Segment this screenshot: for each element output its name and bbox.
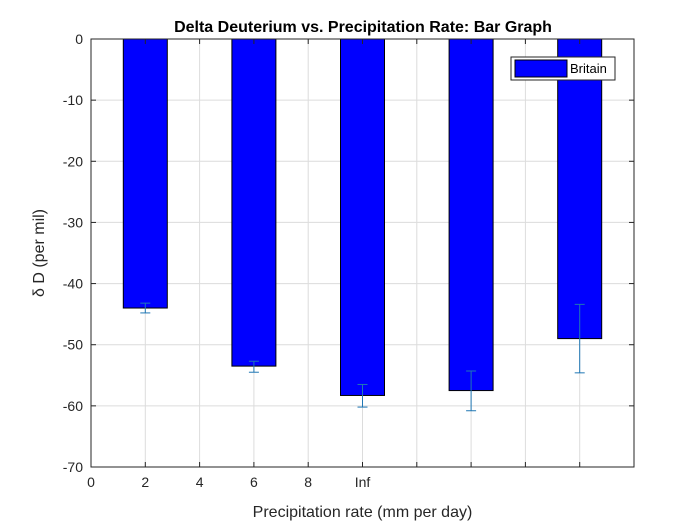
y-tick-label: -60: [63, 398, 83, 414]
y-tick-label: 0: [75, 31, 83, 47]
legend: Britain: [510, 56, 616, 81]
bar: [122, 38, 168, 309]
error-bar: [140, 302, 151, 314]
legend-label-britain: Britain: [570, 61, 607, 76]
x-tick-label: 6: [250, 474, 258, 490]
legend-swatch-britain: [514, 59, 568, 78]
error-bar: [357, 383, 368, 408]
bar: [340, 38, 385, 396]
bars: [122, 38, 603, 396]
y-tick-label: -70: [63, 459, 83, 475]
y-axis-label: δ D (per mil): [31, 209, 48, 297]
error-bar: [574, 303, 585, 374]
bar: [231, 38, 277, 367]
error-bar: [248, 360, 259, 373]
y-tick-label: -30: [63, 214, 83, 230]
x-tick-label: 0: [87, 474, 95, 490]
y-tick-label: -40: [63, 276, 83, 292]
x-tick-label: Inf: [355, 474, 371, 490]
y-tick-label: -10: [63, 92, 83, 108]
x-tick-label: 8: [304, 474, 312, 490]
chart-title: Delta Deuterium vs. Precipitation Rate: …: [174, 19, 552, 36]
x-tick-label: 4: [196, 474, 204, 490]
error-bar: [466, 370, 477, 412]
error-bars: [140, 302, 585, 412]
x-tick-label: 2: [141, 474, 149, 490]
bar: [557, 38, 603, 340]
bar: [448, 38, 494, 392]
x-axis-label: Precipitation rate (mm per day): [253, 504, 473, 521]
y-tick-label: -50: [63, 337, 83, 353]
y-tick-label: -20: [63, 153, 83, 169]
ticks: 0 2 4 6 8 Inf 0 -10 -20 -30 -40 -50 -60 -70: [63, 31, 635, 490]
